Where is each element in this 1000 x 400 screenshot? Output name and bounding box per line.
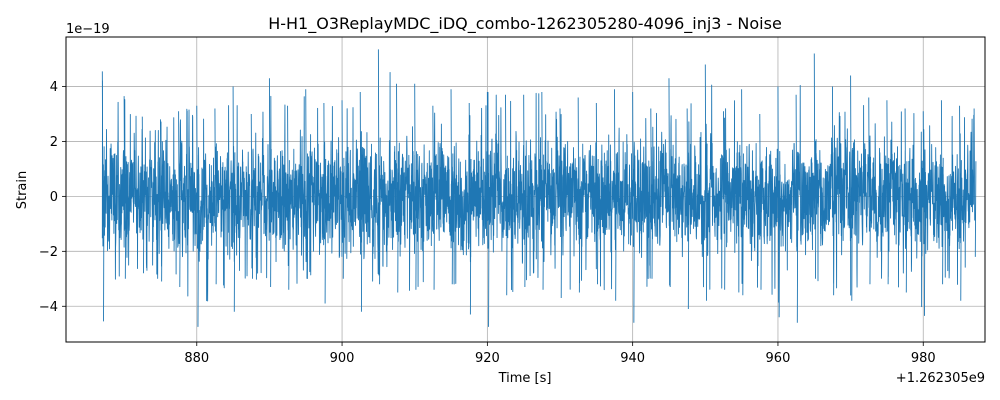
chart-title: H-H1_O3ReplayMDC_iDQ_combo-1262305280-40… <box>268 14 782 34</box>
y-axis-label: Strain <box>15 171 30 210</box>
y-axis-ticks: −4 −2 0 2 4 <box>39 80 66 315</box>
plot-frame <box>65 36 986 343</box>
y-tick-label: 2 <box>50 135 58 150</box>
x-tick-label: 920 <box>475 351 500 366</box>
x-tick-label: 940 <box>620 351 645 366</box>
y-tick-label: 0 <box>50 190 58 205</box>
y-tick-label: −4 <box>39 300 58 315</box>
x-tick-label: 880 <box>184 351 209 366</box>
strain-series-line <box>101 49 977 327</box>
y-tick-label: −2 <box>39 245 58 260</box>
series-layer <box>101 49 977 327</box>
x-axis-offset-label: +1.262305e9 <box>896 371 985 386</box>
x-tick-label: 900 <box>330 351 355 366</box>
x-tick-label: 960 <box>766 351 791 366</box>
x-tick-label: 980 <box>911 351 936 366</box>
y-tick-label: 4 <box>50 80 58 95</box>
y-axis-scale-label: 1e−19 <box>66 22 110 37</box>
x-axis-ticks: 880 900 920 940 960 980 <box>184 342 936 366</box>
x-axis-label: Time [s] <box>498 371 552 386</box>
